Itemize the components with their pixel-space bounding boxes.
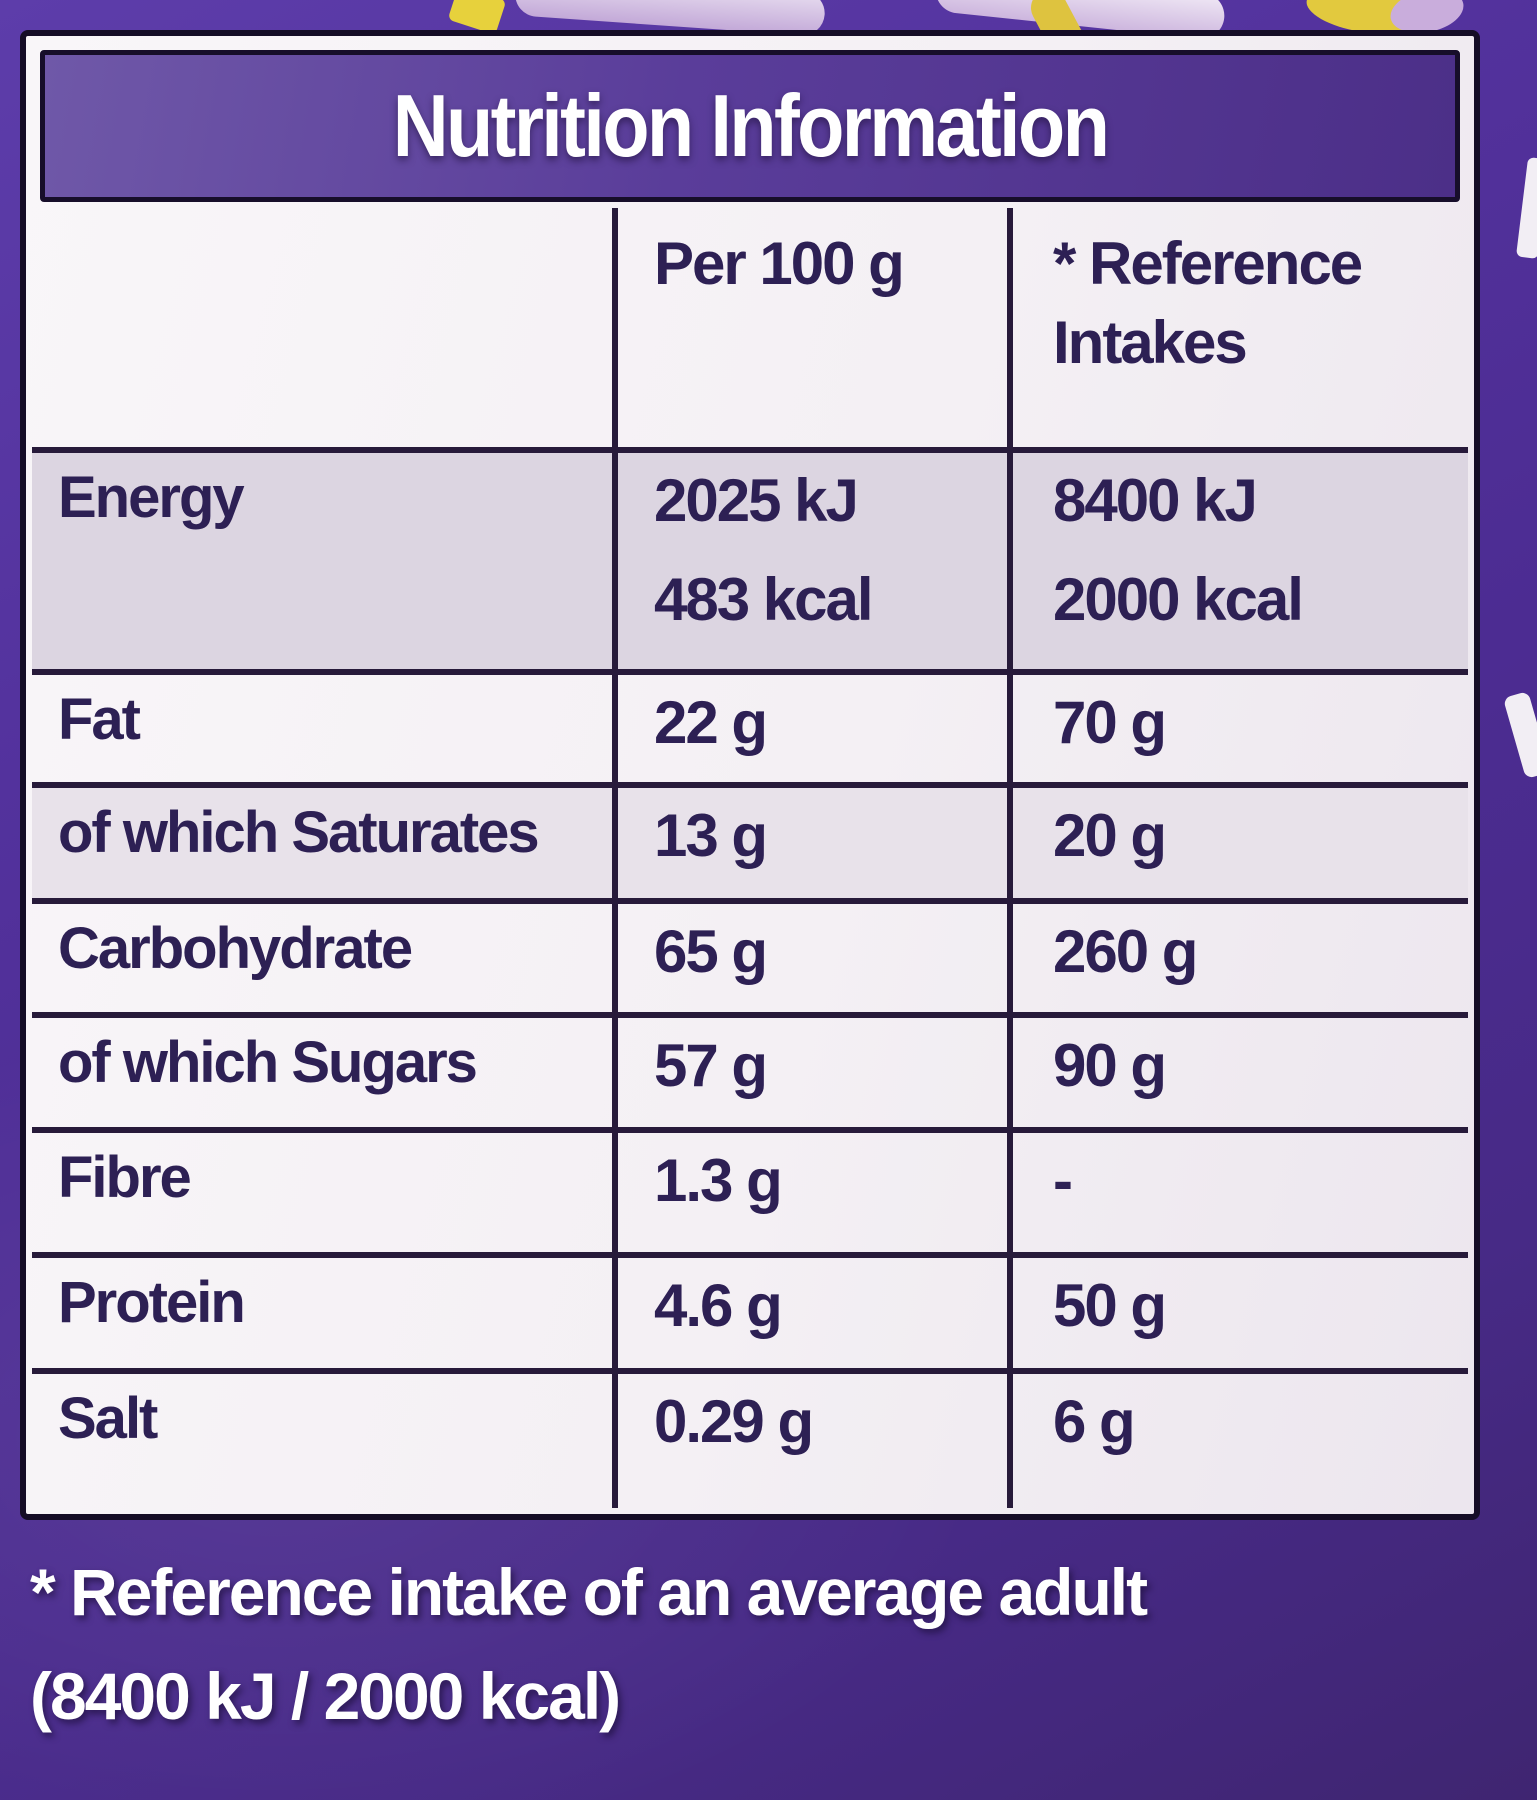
panel-title: Nutrition Information bbox=[392, 76, 1110, 175]
row-per100-value: 483 kcal bbox=[654, 565, 874, 633]
nutrition-table: Per 100 g * Reference Intakes Energy 202… bbox=[32, 208, 1468, 1508]
row-label: Fat bbox=[58, 687, 141, 752]
table-row-carbohydrate: Carbohydrate 65 g 260 g bbox=[32, 904, 1468, 1018]
row-label: Carbohydrate bbox=[58, 916, 413, 981]
row-per100-value: 57 g bbox=[654, 1032, 768, 1099]
header-cell-empty bbox=[32, 208, 612, 447]
row-reference-value: 6 g bbox=[1053, 1388, 1136, 1455]
table-row-energy: Energy 2025 kJ 483 kcal 8400 kJ 2000 kca… bbox=[32, 453, 1468, 675]
row-reference-value: 260 g bbox=[1053, 918, 1198, 985]
footnote-line2: (8400 kJ / 2000 kcal) bbox=[30, 1659, 621, 1733]
table-row-fibre: Fibre 1.3 g - bbox=[32, 1133, 1468, 1258]
nutrition-panel-title-bar: Nutrition Information bbox=[40, 50, 1460, 202]
row-reference-value: 50 g bbox=[1053, 1272, 1167, 1339]
row-label: Fibre bbox=[58, 1145, 192, 1210]
table-row-protein: Protein 4.6 g 50 g bbox=[32, 1258, 1468, 1374]
row-per100-value: 0.29 g bbox=[654, 1388, 814, 1455]
row-label: Protein bbox=[58, 1270, 246, 1335]
package-edge-highlight bbox=[1502, 691, 1537, 779]
table-row-fat: Fat 22 g 70 g bbox=[32, 675, 1468, 788]
table-header-row: Per 100 g * Reference Intakes bbox=[32, 208, 1468, 453]
row-reference-value: 8400 kJ bbox=[1053, 467, 1258, 534]
row-per100-value: 1.3 g bbox=[654, 1147, 783, 1214]
row-per100-value: 13 g bbox=[654, 802, 768, 869]
row-label: of which Sugars bbox=[58, 1030, 478, 1095]
package-edge-highlight bbox=[1515, 157, 1537, 259]
nutrition-panel: Nutrition Information Per 100 g * Refere… bbox=[20, 30, 1480, 1520]
row-label: Salt bbox=[58, 1386, 158, 1451]
table-row-salt: Salt 0.29 g 6 g bbox=[32, 1374, 1468, 1508]
row-label: of which Saturates bbox=[58, 800, 540, 865]
row-per100-value: 65 g bbox=[654, 918, 768, 985]
header-cell-per100: Per 100 g bbox=[612, 208, 1007, 447]
per100-header-label: Per 100 g bbox=[654, 230, 905, 297]
reference-header-label: * Reference Intakes bbox=[1053, 230, 1363, 377]
reference-intake-footnote: * Reference intake of an average adult (… bbox=[30, 1540, 1330, 1748]
row-reference-value: 2000 kcal bbox=[1053, 565, 1304, 633]
header-cell-reference: * Reference Intakes bbox=[1007, 208, 1468, 447]
row-reference-value: 20 g bbox=[1053, 802, 1167, 869]
row-per100-value: 4.6 g bbox=[654, 1272, 783, 1339]
table-row-sugars: of which Sugars 57 g 90 g bbox=[32, 1018, 1468, 1133]
row-per100-value: 22 g bbox=[654, 689, 768, 756]
footnote-line1: * Reference intake of an average adult bbox=[30, 1555, 1148, 1629]
row-reference-value: 90 g bbox=[1053, 1032, 1167, 1099]
row-reference-value: - bbox=[1053, 1147, 1073, 1214]
row-per100-value: 2025 kJ bbox=[654, 467, 859, 534]
table-row-saturates: of which Saturates 13 g 20 g bbox=[32, 788, 1468, 904]
row-label: Energy bbox=[58, 465, 245, 530]
row-reference-value: 70 g bbox=[1053, 689, 1167, 756]
